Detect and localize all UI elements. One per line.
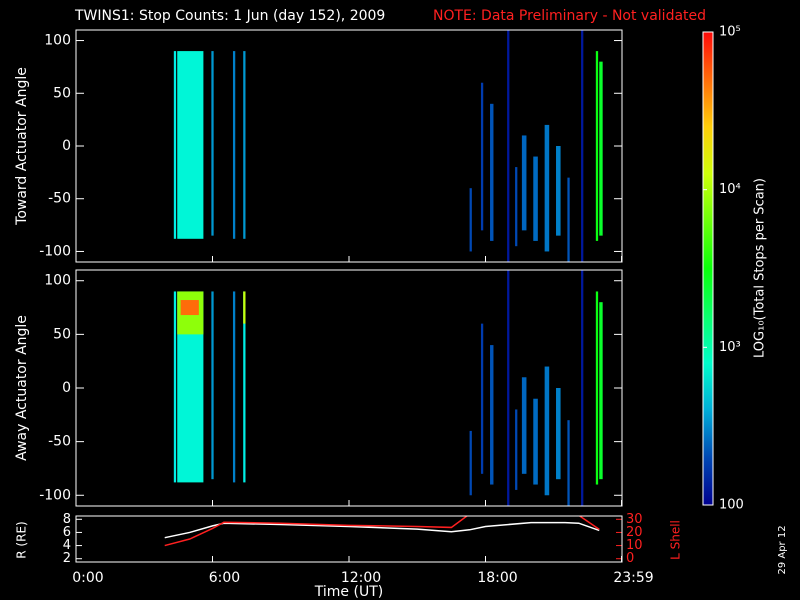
heatmap-cell xyxy=(595,51,599,241)
heatmap-cell xyxy=(507,30,510,262)
heatmap-cell xyxy=(544,366,550,496)
heatmap-cell xyxy=(533,156,538,241)
colorbar-tick-label: 10⁴ xyxy=(719,182,741,197)
heatmap-cell xyxy=(180,300,199,316)
y-tick-label: 6 xyxy=(63,525,71,540)
heatmap-cell xyxy=(243,51,246,239)
heatmap-cell xyxy=(490,103,494,241)
y2-tick-label: 10 xyxy=(626,538,643,553)
chart-note: NOTE: Data Preliminary - Not validated xyxy=(433,8,706,24)
heatmap-cell xyxy=(599,61,603,236)
heatmap-cell xyxy=(232,291,236,483)
heatmap-cell xyxy=(243,291,246,483)
heatmap-cell xyxy=(507,270,510,506)
colorbar-title: LOG₁₀(Total Stops per Scan) xyxy=(753,178,768,358)
heatmap-cells xyxy=(173,270,603,506)
y-tick-label: 100 xyxy=(44,33,71,49)
y-tick-label: 8 xyxy=(63,512,71,527)
y-tick-label: -100 xyxy=(39,487,71,503)
y-tick-label: 0 xyxy=(62,380,71,396)
y-tick-label: 0 xyxy=(62,138,71,154)
heatmap-cell xyxy=(469,430,472,496)
y-tick-label: 2 xyxy=(63,551,71,566)
data-line xyxy=(164,516,600,547)
heatmap-cell xyxy=(521,377,527,474)
heatmap-cell xyxy=(567,177,570,262)
y2-tick-label: 20 xyxy=(626,525,643,540)
heatmap-cell xyxy=(581,30,584,262)
heatmap-cell xyxy=(173,51,177,239)
heatmap-cell xyxy=(521,135,527,231)
colorbar-tick-label: 100 xyxy=(719,498,744,513)
colorbar xyxy=(702,31,714,506)
heatmap-cell xyxy=(515,409,518,490)
y-tick-label: -50 xyxy=(48,191,71,207)
y-tick-label: -50 xyxy=(48,434,71,450)
heatmap-cell xyxy=(177,51,204,239)
heatmap-cells xyxy=(173,30,603,262)
x-tick-label: 0:00 xyxy=(72,570,103,586)
data-line xyxy=(164,521,600,539)
plot-frame xyxy=(75,515,623,563)
heatmap-cell xyxy=(469,188,472,252)
heatmap-cell xyxy=(595,291,599,485)
y-tick-label: 4 xyxy=(63,538,71,553)
heatmap-cell xyxy=(480,82,484,231)
heatmap-cell xyxy=(556,146,561,236)
heatmap-cell xyxy=(211,51,214,236)
x-tick-label: 23:59 xyxy=(613,570,653,586)
x-tick-label: 12:00 xyxy=(341,570,381,586)
y2-tick-label: 30 xyxy=(626,512,643,527)
heatmap-cell xyxy=(243,291,246,324)
y2-axis-title: L Shell xyxy=(669,520,683,560)
heatmap-cell xyxy=(556,388,561,480)
heatmap-cell xyxy=(533,398,538,485)
x-tick-label: 18:00 xyxy=(477,570,517,586)
y-tick-label: 50 xyxy=(53,326,71,342)
y-axis-title: Away Actuator Angle xyxy=(14,315,30,461)
chart-title: TWINS1: Stop Counts: 1 Jun (day 152), 20… xyxy=(74,8,385,24)
heatmap-cell xyxy=(232,51,236,239)
y-tick-label: 50 xyxy=(53,85,71,101)
date-stamp: 29 Apr 12 xyxy=(777,525,788,574)
heatmap-cell xyxy=(581,270,584,506)
heatmap-cell xyxy=(544,124,550,252)
y2-tick-label: 0 xyxy=(626,551,634,566)
heatmap-cell xyxy=(490,345,494,485)
heatmap-cell xyxy=(567,420,570,506)
y-axis-title: Toward Actuator Angle xyxy=(14,67,30,226)
heatmap-cell xyxy=(211,291,214,480)
x-axis-title: Time (UT) xyxy=(314,584,383,600)
heatmap-cell xyxy=(599,302,603,480)
y-axis-title: R (RE) xyxy=(15,521,29,558)
heatmap-cell xyxy=(515,167,518,247)
heatmap-cell xyxy=(173,291,177,483)
line-group xyxy=(164,516,600,547)
y-tick-label: 100 xyxy=(44,273,71,289)
colorbar-tick-label: 10³ xyxy=(719,340,741,355)
colorbar-tick-label: 10⁵ xyxy=(719,25,741,40)
heatmap-cell xyxy=(480,323,484,474)
x-tick-label: 6:00 xyxy=(209,570,240,586)
y-tick-label: -100 xyxy=(39,243,71,259)
